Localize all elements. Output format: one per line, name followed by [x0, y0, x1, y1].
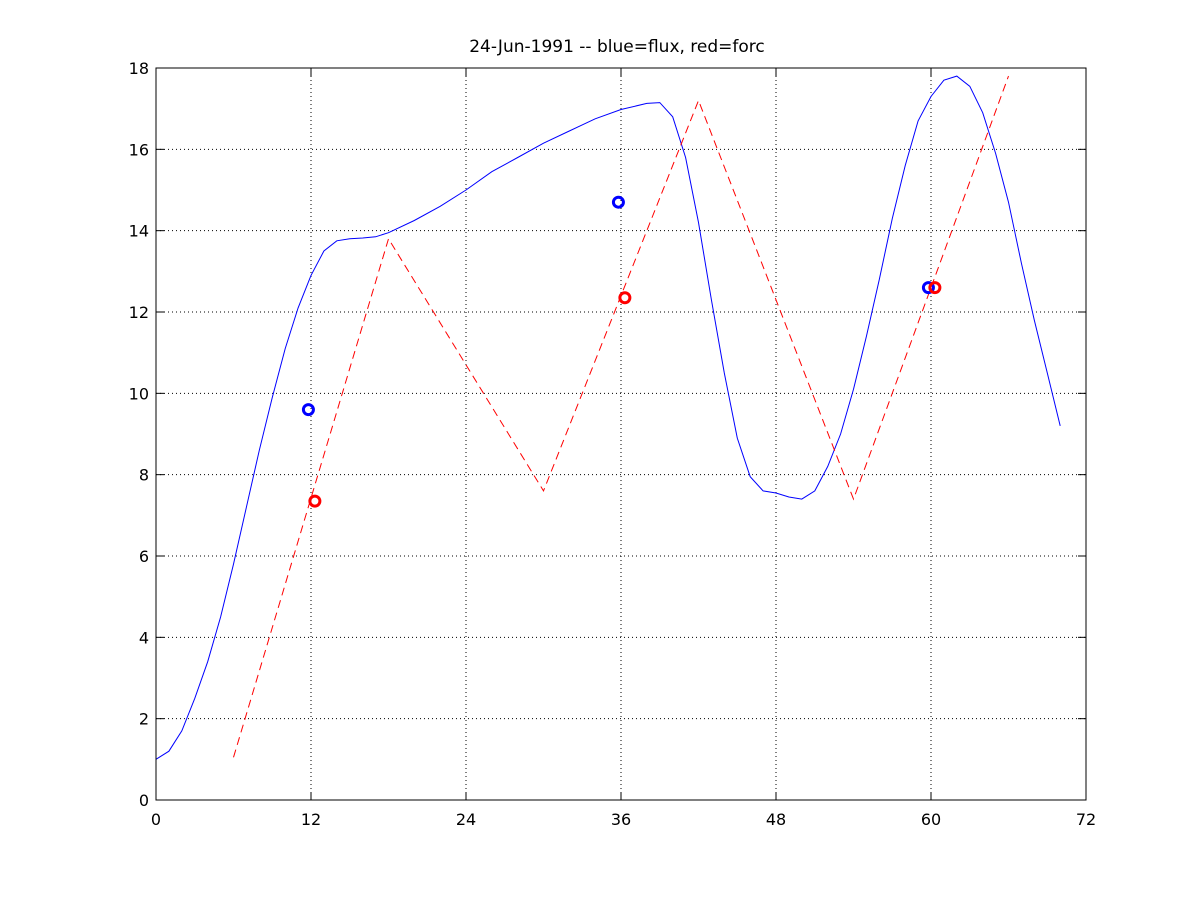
series-line-1 [155, 75, 1061, 760]
y-tick-label: 0 [139, 791, 149, 810]
x-tick-label: 0 [151, 810, 161, 829]
y-tick-label: 6 [139, 547, 149, 566]
y-tick-label: 16 [129, 140, 149, 159]
y-tick-label: 4 [139, 628, 149, 647]
x-tick-label: 72 [1076, 810, 1096, 829]
y-tick-label: 14 [129, 222, 149, 241]
x-tick-label: 36 [611, 810, 631, 829]
axis-ticks [155, 67, 1087, 801]
y-tick-label: 10 [129, 384, 149, 403]
chart-title: 24-Jun-1991 -- blue=flux, red=forc [469, 37, 765, 57]
y-tick-label: 8 [139, 466, 149, 485]
x-tick-label: 12 [301, 810, 321, 829]
y-tick-label: 18 [129, 59, 149, 78]
data-point-marker [618, 291, 632, 305]
x-tick-label: 60 [921, 810, 941, 829]
data-point-marker [921, 281, 935, 295]
x-tick-label: 24 [456, 810, 476, 829]
data-series [155, 75, 1061, 760]
plot-frame [155, 67, 1087, 801]
data-point-marker [308, 494, 322, 508]
y-tick-label: 12 [129, 303, 149, 322]
y-tick-label: 2 [139, 710, 149, 729]
data-point-marker [928, 281, 942, 295]
data-point-marker [611, 195, 625, 209]
x-tick-label: 48 [766, 810, 786, 829]
grid-lines [156, 68, 1086, 800]
data-markers [301, 195, 942, 508]
data-point-marker [301, 403, 315, 417]
